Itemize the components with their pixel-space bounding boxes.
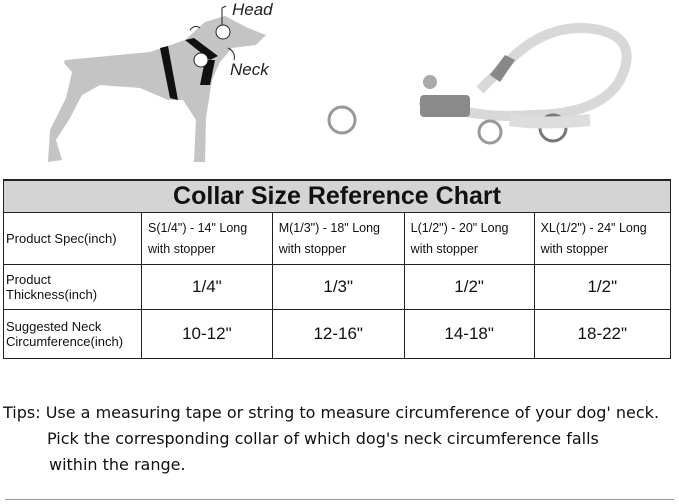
row-header: Suggested Neck Circumference(inch)	[3, 309, 142, 359]
tips-label: Tips:	[3, 403, 41, 422]
table-cell: 1/4"	[141, 264, 273, 310]
tips-line-3: within the range.	[49, 455, 186, 474]
table-row: Suggested Neck Circumference(inch) 10-12…	[3, 309, 672, 359]
dog-illustration	[48, 5, 266, 162]
table-row: Product Thickness(inch) 1/4" 1/3" 1/2" 1…	[3, 264, 672, 310]
collar-size-table: Collar Size Reference Chart Product Spec…	[3, 179, 672, 359]
table-cell: 1/2"	[403, 264, 535, 310]
tips-line-2: Pick the corresponding collar of which d…	[47, 429, 599, 448]
table-cell: M(1/3") - 18" Long with stopper	[271, 212, 405, 265]
head-label: Head	[232, 0, 273, 19]
chart-title: Collar Size Reference Chart	[3, 179, 671, 213]
divider	[5, 499, 674, 500]
table-cell: XL(1/2") - 24" Long with stopper	[533, 212, 672, 265]
table-cell: S(1/4") - 14" Long with stopper	[141, 212, 273, 265]
rope-collar-image	[327, 23, 632, 145]
tips-section: Tips: Use a measuring tape or string to …	[3, 400, 659, 478]
row-header: Product Spec(inch)	[3, 212, 142, 265]
table-cell: 1/2"	[533, 264, 672, 310]
table-row: Product Spec(inch) S(1/4") - 14" Long wi…	[3, 212, 672, 265]
table-cell: L(1/2") - 20" Long with stopper	[403, 212, 535, 265]
tips-line-1: Use a measuring tape or string to measur…	[45, 403, 660, 422]
table-cell: 10-12"	[141, 309, 273, 359]
table-cell: 14-18"	[403, 309, 535, 359]
table-cell: 12-16"	[271, 309, 405, 359]
row-header: Product Thickness(inch)	[3, 264, 142, 310]
neck-label: Neck	[230, 60, 269, 79]
table-cell: 18-22"	[533, 309, 672, 359]
table-cell: 1/3"	[271, 264, 405, 310]
